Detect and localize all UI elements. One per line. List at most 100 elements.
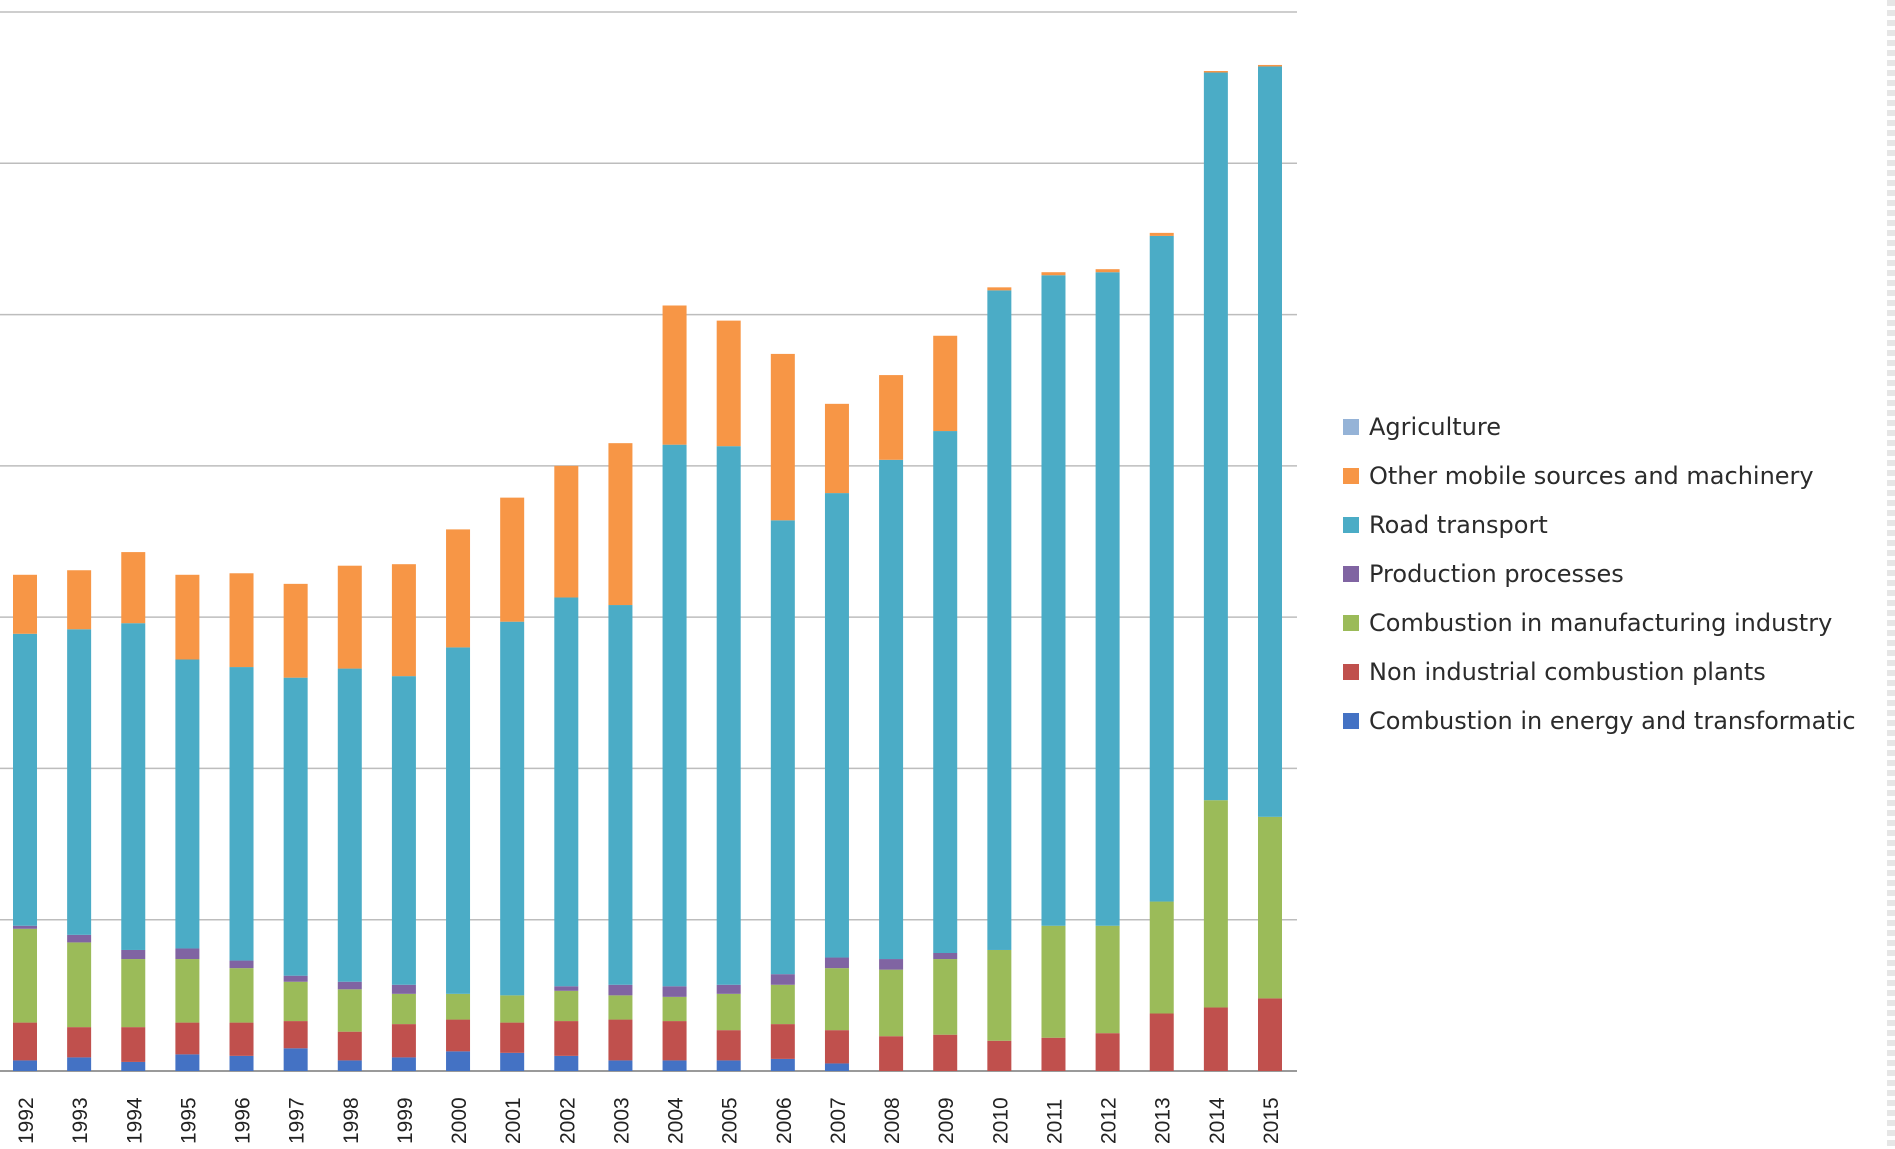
x-tick-label: 2008 (881, 1097, 904, 1144)
bar-segment (121, 1061, 146, 1071)
bar-segment (554, 1055, 579, 1071)
legend-swatch (1343, 418, 1359, 435)
x-tick-label: 2002 (556, 1097, 579, 1144)
bar-segment (824, 493, 849, 958)
legend-label: Non industrial combustion plants (1369, 657, 1766, 686)
bar-segment (1149, 232, 1174, 236)
slide-edge (1887, 0, 1895, 1149)
bar-segment (13, 925, 37, 929)
bar-segment (283, 981, 308, 1022)
bar-segment (229, 667, 254, 961)
bar-segment (716, 320, 741, 447)
bar-segment (283, 975, 308, 982)
bar-segment (1203, 800, 1228, 1008)
x-tick-label: 2005 (719, 1097, 742, 1144)
bar-segment (554, 986, 579, 991)
bar-segment (824, 957, 849, 969)
x-tick-label: 1994 (123, 1097, 146, 1144)
bar-segment (987, 1040, 1012, 1071)
bar-segment (716, 984, 741, 994)
bar-segment (391, 1024, 416, 1058)
legend-item-road-transport: Road transport (1343, 500, 1895, 549)
bar-segment (770, 984, 795, 1025)
x-tick-label: 2007 (827, 1097, 850, 1144)
bar-segment (554, 1021, 579, 1056)
bar-segment (121, 623, 146, 950)
bar-segment (337, 981, 362, 990)
bar-segment (608, 443, 633, 606)
x-tick-label: 2003 (610, 1097, 633, 1144)
bar-segment (1095, 925, 1120, 1034)
x-tick-label: 1998 (340, 1097, 363, 1144)
bar-segment (879, 459, 904, 960)
bar-segment (67, 942, 92, 1028)
bar-segment (13, 574, 37, 634)
bar-segment (608, 984, 633, 996)
legend-swatch (1343, 516, 1359, 533)
bar-segment (987, 949, 1012, 1041)
bar-segment (608, 1019, 633, 1061)
bar-segment (67, 570, 92, 630)
bar-segment (175, 1054, 200, 1071)
legend: Agriculture Other mobile sources and mac… (1343, 402, 1895, 745)
bar-segment (608, 605, 633, 985)
bar-segment (175, 959, 200, 1023)
bar-segment (175, 574, 200, 660)
bar-segment (1041, 272, 1066, 276)
x-tick-label: 2000 (448, 1097, 471, 1144)
bar-segment (121, 552, 146, 624)
x-tick-label: 1995 (177, 1097, 200, 1144)
bar-segment (391, 564, 416, 677)
legend-item-agriculture: Agriculture (1343, 402, 1895, 451)
bar-segment (879, 375, 904, 460)
bar-segment (608, 995, 633, 1020)
bar-segment (716, 446, 741, 985)
bar-segment (933, 952, 958, 960)
bar-segment (662, 1021, 687, 1061)
x-tick-label: 2010 (989, 1097, 1012, 1144)
bar-segment (1149, 1013, 1174, 1071)
x-tick-label: 2001 (502, 1097, 525, 1144)
bar-segment (1041, 925, 1066, 1038)
bar-segment (1149, 901, 1174, 1014)
bar-segment (554, 597, 579, 987)
bar-segment (13, 633, 37, 926)
legend-item-energy: Combustion in energy and transformatic (1343, 696, 1895, 745)
x-tick-label: 2015 (1260, 1097, 1283, 1144)
bar-segment (662, 444, 687, 987)
bar-segment (229, 1022, 254, 1056)
x-tick-label: 1992 (15, 1097, 38, 1144)
bar-segment (1258, 816, 1282, 999)
bar-segment (391, 993, 416, 1025)
x-tick-label: 2009 (935, 1097, 958, 1144)
bar-segment (283, 583, 308, 678)
bar-segment (770, 520, 795, 975)
x-tick-label: 2004 (665, 1097, 688, 1144)
legend-label: Combustion in manufacturing industry (1369, 608, 1833, 637)
bar-segment (175, 659, 200, 949)
x-tick-label: 2012 (1098, 1097, 1121, 1144)
bar-segment (879, 1036, 904, 1071)
bar-segment (391, 984, 416, 994)
bar-segment (500, 621, 525, 996)
bar-segment (446, 1051, 471, 1071)
x-tick-label: 1996 (232, 1097, 255, 1144)
bar-segment (337, 989, 362, 1032)
legend-item-manufacturing: Combustion in manufacturing industry (1343, 598, 1895, 647)
legend-label: Production processes (1369, 559, 1624, 588)
bar-segment (391, 1057, 416, 1071)
bar-segment (1095, 269, 1120, 273)
bar-segment (987, 287, 1012, 291)
bar-segment (1041, 275, 1066, 926)
bar-segment (879, 959, 904, 970)
bar-segment (283, 677, 308, 976)
bar-segment (662, 986, 687, 997)
bar-segment (67, 1057, 92, 1071)
legend-item-production-processes: Production processes (1343, 549, 1895, 598)
bar-segment (1095, 272, 1120, 926)
bar-segment (716, 993, 741, 1031)
bar-segment (1149, 235, 1174, 902)
bar-segment (770, 1058, 795, 1071)
bar-segment (1203, 1007, 1228, 1071)
